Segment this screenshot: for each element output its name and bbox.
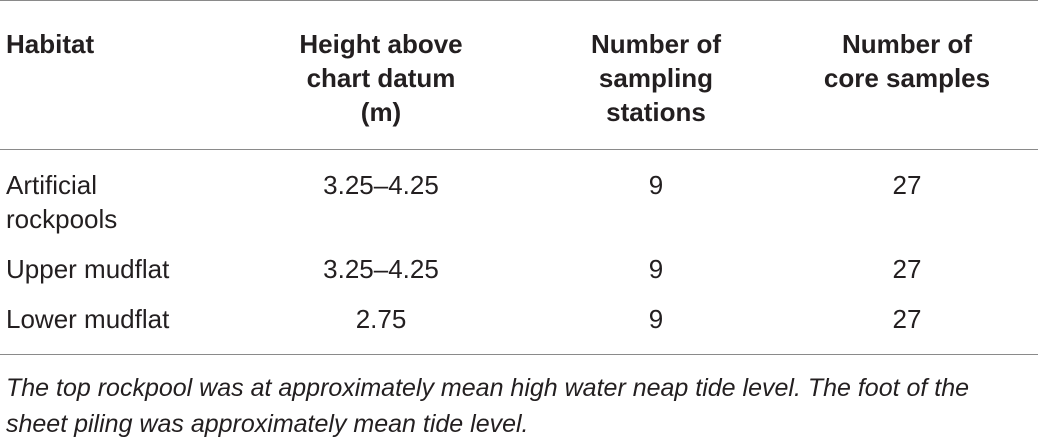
cell-stations: 9 — [648, 304, 664, 334]
table-row: Artificial rockpools 3.25–4.25 9 27 — [0, 150, 1038, 245]
cell-height: 3.25–4.25 — [323, 170, 439, 200]
cell-habitat: Artificial rockpools — [6, 170, 118, 234]
data-table-container: Habitat Height above chart datum (m) Num… — [0, 0, 1038, 355]
table-row: Lower mudflat 2.75 9 27 — [0, 294, 1038, 355]
table-footnote: The top rockpool was at approximately me… — [6, 374, 970, 438]
habitat-sampling-table: Habitat Height above chart datum (m) Num… — [0, 0, 1038, 355]
header-habitat: Habitat — [6, 29, 95, 59]
cell-height: 3.25–4.25 — [323, 254, 439, 284]
cell-core-samples: 27 — [892, 170, 922, 200]
cell-habitat: Upper mudflat — [6, 254, 170, 284]
cell-height: 2.75 — [355, 304, 407, 334]
header-row: Habitat Height above chart datum (m) Num… — [0, 0, 1038, 150]
table-body: Artificial rockpools 3.25–4.25 9 27 Uppe… — [0, 150, 1038, 355]
cell-stations: 9 — [648, 170, 664, 200]
table-header: Habitat Height above chart datum (m) Num… — [0, 0, 1038, 150]
header-height-above-chart-datum: Height above chart datum (m) — [299, 29, 463, 127]
cell-core-samples: 27 — [892, 304, 922, 334]
cell-stations: 9 — [648, 254, 664, 284]
header-number-of-sampling-stations: Number of sampling stations — [591, 29, 721, 127]
header-number-of-core-samples: Number of core samples — [823, 29, 991, 93]
cell-habitat: Lower mudflat — [6, 304, 170, 334]
table-row: Upper mudflat 3.25–4.25 9 27 — [0, 244, 1038, 294]
cell-core-samples: 27 — [892, 254, 922, 284]
